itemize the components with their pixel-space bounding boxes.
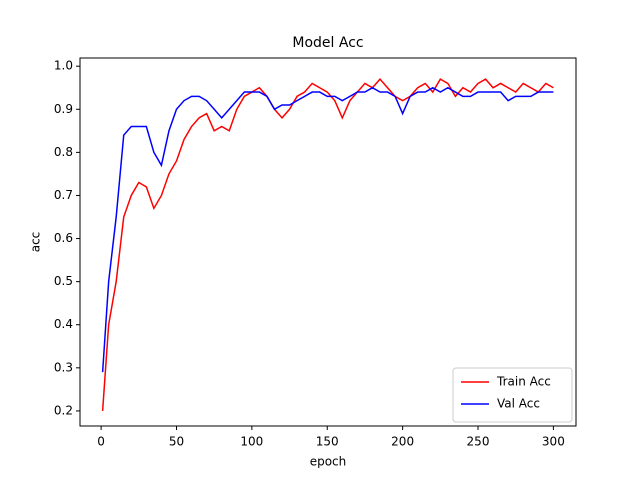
- y-axis-label: acc: [29, 232, 43, 253]
- y-tick-label: 0.7: [54, 188, 73, 202]
- plot-frame: [79, 57, 577, 427]
- legend-label: Val Acc: [497, 397, 540, 411]
- y-tick-label: 0.5: [54, 274, 73, 288]
- x-axis-label: epoch: [310, 455, 347, 469]
- x-tick-label: 0: [97, 435, 105, 449]
- x-tick-label: 50: [169, 435, 184, 449]
- y-tick-label: 0.9: [54, 102, 73, 116]
- x-tick-label: 250: [467, 435, 490, 449]
- x-tick-label: 150: [316, 435, 339, 449]
- y-tick-label: 0.2: [54, 403, 73, 417]
- chart-title: Model Acc: [292, 35, 363, 51]
- x-tick-label: 100: [240, 435, 263, 449]
- y-tick-label: 0.8: [54, 145, 73, 159]
- y-tick-label: 0.6: [54, 231, 73, 245]
- data-line: [101, 77, 554, 411]
- y-tick-label: 0.3: [54, 360, 73, 374]
- legend-label: Train Acc: [496, 375, 551, 389]
- y-tick-label: 1.0: [54, 59, 73, 73]
- data-line: [101, 86, 554, 373]
- x-tick-label: 200: [391, 435, 414, 449]
- x-tick-label: 300: [542, 435, 565, 449]
- y-tick-label: 0.4: [54, 317, 73, 331]
